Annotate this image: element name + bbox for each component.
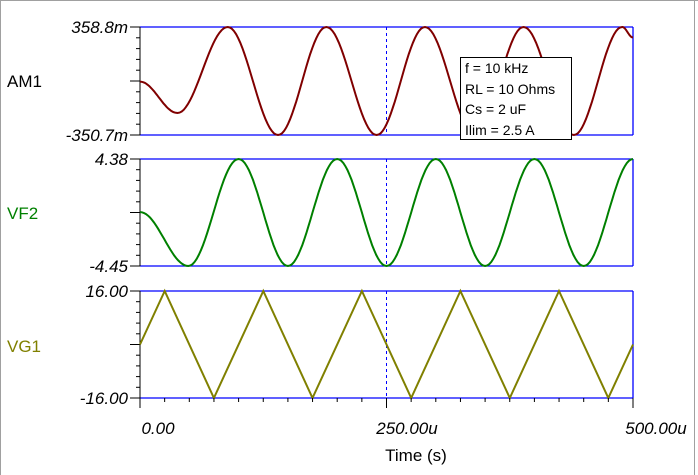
annotation-frequency: f = 10 kHz — [465, 60, 529, 76]
x-axis-title: Time (s) — [385, 446, 447, 465]
y-tick-label-min: -350.7m — [66, 126, 128, 145]
annotation-load-resistance: RL = 10 Ohms — [465, 80, 556, 97]
series-line-am1 — [139, 25, 634, 137]
y-tick-label-max: 4.38 — [95, 150, 129, 169]
signal-label-vg1: VG1 — [7, 337, 41, 356]
x-tick-label-250: 250.00u — [375, 419, 438, 438]
x-tick-label-500: 500.00u — [625, 419, 687, 438]
signal-label-vf2: VF2 — [7, 204, 38, 223]
y-tick-label-min: -4.45 — [89, 257, 128, 276]
signal-label-am1: AM1 — [7, 72, 42, 91]
series-line-vf2 — [139, 157, 634, 268]
y-tick-label-max: 358.8m — [71, 18, 128, 37]
parameter-annotation-box: f = 10 kHz RL = 10 Ohms Cs = 2 uF Ilim =… — [460, 57, 572, 140]
y-tick-label-max: 16.00 — [85, 282, 128, 301]
annotation-current-limit: Ilim = 2.5 A — [465, 121, 535, 138]
y-tick-label-min: -16.00 — [80, 389, 129, 408]
series-line-vg1 — [139, 288, 634, 401]
x-tick-label-0: 0.00 — [141, 419, 175, 438]
annotation-capacitance: Cs = 2 uF — [465, 101, 527, 117]
